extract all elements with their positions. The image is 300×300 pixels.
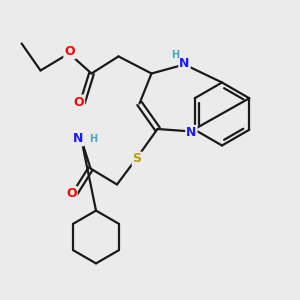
Text: O: O	[74, 95, 84, 109]
Text: O: O	[64, 45, 75, 58]
Text: O: O	[66, 187, 77, 200]
Text: N: N	[73, 132, 83, 146]
Text: S: S	[133, 152, 142, 166]
Text: H: H	[89, 134, 97, 144]
Text: N: N	[186, 126, 197, 139]
Text: H: H	[171, 50, 179, 61]
Text: N: N	[179, 56, 190, 70]
